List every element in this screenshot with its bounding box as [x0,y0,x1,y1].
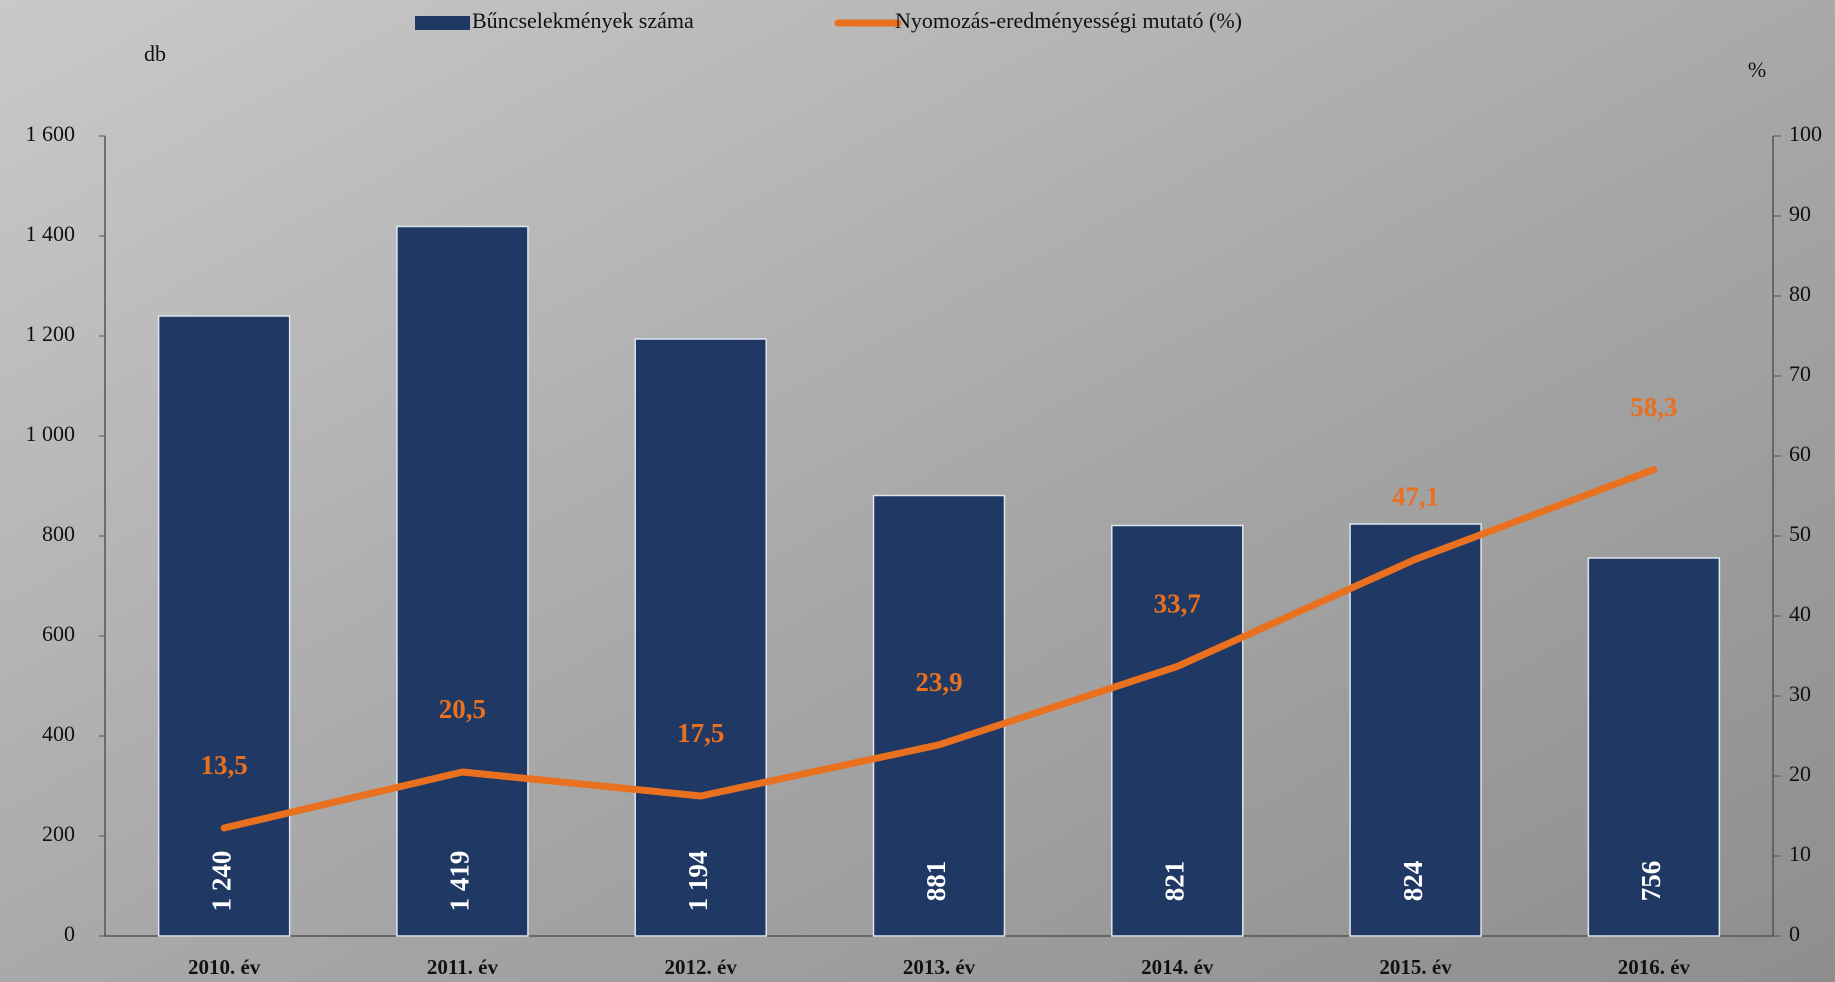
y2-tick-label: 80 [1789,281,1811,306]
y-tick-label: 800 [42,521,75,546]
x-tick-label: 2016. év [1618,955,1691,979]
y2-tick-label: 100 [1789,121,1822,146]
bar-value-label: 756 [1636,861,1666,902]
chart: db % 0 200 400 600 800 1 000 1 200 1 400 1 600 0 1… [0,0,1835,982]
y2-axis-label: % [1748,57,1766,82]
legend-label: Bűncselekmények száma [472,8,694,33]
y2-tick-label: 50 [1789,521,1811,546]
x-tick-label: 2013. év [903,955,976,979]
y2-tick-label: 70 [1789,361,1811,386]
bar-value-label: 1 194 [683,851,713,912]
y-tick-label: 1 000 [26,421,76,446]
bar-value-label: 881 [921,861,951,902]
y-tick-label: 1 200 [26,321,76,346]
line-value-label: 47,1 [1392,481,1439,511]
x-tick-label: 2012. év [665,955,738,979]
y-tick-label: 600 [42,621,75,646]
line-value-label: 20,5 [439,694,486,724]
y2-tick-label: 20 [1789,761,1811,786]
legend-label: Nyomozás-eredményességi mutató (%) [895,8,1242,33]
y2-tick-label: 30 [1789,681,1811,706]
x-tick-label: 2015. év [1379,955,1452,979]
x-tick-label: 2014. év [1141,955,1214,979]
bar [397,227,528,937]
line-value-label: 23,9 [915,667,962,697]
x-tick-label: 2010. év [188,955,261,979]
y-tick-label: 1 600 [26,121,76,146]
line-value-label: 13,5 [201,750,248,780]
y-tick-label: 0 [64,921,75,946]
y-tick-label: 400 [42,721,75,746]
bar-value-label: 1 240 [206,851,236,912]
y2-tick-label: 90 [1789,201,1811,226]
line-value-label: 17,5 [677,718,724,748]
line-value-label: 33,7 [1154,589,1201,619]
bar-value-label: 1 419 [445,851,475,912]
legend-swatch [415,16,470,30]
y2-tick-label: 10 [1789,841,1811,866]
y-tick-label: 200 [42,821,75,846]
y2-tick-label: 60 [1789,441,1811,466]
y-tick-label: 1 400 [26,221,76,246]
y-axis-label: db [144,41,166,66]
y2-tick-label: 0 [1789,921,1800,946]
bar [635,339,766,936]
bar-value-label: 824 [1398,861,1428,902]
bar-value-label: 821 [1159,861,1189,902]
bar [159,316,290,936]
y2-tick-label: 40 [1789,601,1811,626]
x-tick-label: 2011. év [427,955,499,979]
line-value-label: 58,3 [1630,392,1677,422]
